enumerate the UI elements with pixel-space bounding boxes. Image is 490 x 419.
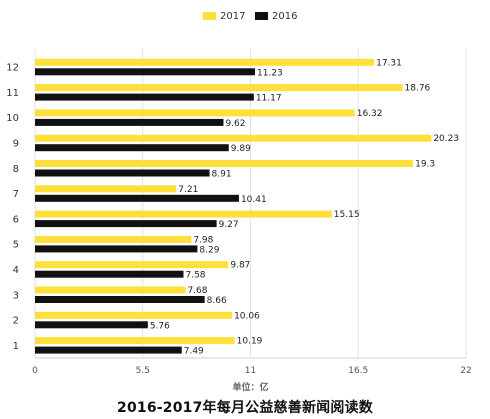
bar-2017-month-4 xyxy=(35,261,229,269)
y-category-label-3: 3 xyxy=(13,290,19,301)
chart-caption: 2016-2017年每月公益慈善新闻阅读数 xyxy=(117,400,373,416)
bar-2017-month-3 xyxy=(35,286,186,294)
data-label-2017-month-7: 7.21 xyxy=(178,185,198,195)
bar-2017-month-8 xyxy=(35,160,414,167)
bar-2016-month-9 xyxy=(35,144,229,152)
y-category-label-5: 5 xyxy=(13,240,19,251)
legend-label-2016: 2016 xyxy=(272,11,297,22)
data-label-2017-month-2: 10.06 xyxy=(234,311,260,321)
bar-2016-month-4 xyxy=(35,270,184,278)
bar-2016-month-12 xyxy=(35,68,256,76)
data-label-2016-month-10: 9.62 xyxy=(225,119,245,129)
data-label-2017-month-4: 9.87 xyxy=(230,261,250,271)
y-category-label-10: 10 xyxy=(6,113,19,124)
bar-2016-month-8 xyxy=(35,169,210,177)
chart-container: 0 5.5 11 16.5 22 单位：亿 1 10.19 7.49 2 10.06 5.76 3 7.6… xyxy=(6,11,472,393)
bar-2017-month-5 xyxy=(35,235,192,243)
y-category-label-4: 4 xyxy=(13,265,19,276)
bar-2017-month-10 xyxy=(35,109,355,117)
bar-2016-month-3 xyxy=(35,296,205,303)
bar-2016-month-10 xyxy=(35,118,224,126)
data-label-2016-month-4: 7.58 xyxy=(185,271,205,281)
y-category-label-6: 6 xyxy=(13,214,19,225)
x-axis-title: 单位：亿 xyxy=(232,381,268,393)
data-label-2016-month-1: 7.49 xyxy=(184,347,204,357)
x-tick-label-1: 5.5 xyxy=(136,366,150,376)
x-tick-label-3: 16.5 xyxy=(348,366,368,376)
data-label-2017-month-6: 15.15 xyxy=(334,210,360,220)
legend-label-2017: 2017 xyxy=(220,11,245,22)
y-category-label-11: 11 xyxy=(6,88,19,99)
data-label-2016-month-3: 8.66 xyxy=(207,296,227,306)
bar-2016-month-7 xyxy=(35,194,239,202)
y-category-label-1: 1 xyxy=(13,341,19,352)
data-label-2016-month-8: 8.91 xyxy=(212,170,232,180)
bar-2016-month-5 xyxy=(35,245,198,253)
bar-2017-month-9 xyxy=(35,134,432,142)
x-tick-label-0: 0 xyxy=(32,366,38,376)
data-label-2017-month-5: 7.98 xyxy=(193,235,213,245)
data-label-2016-month-11: 11.17 xyxy=(256,94,282,104)
bar-2016-month-6 xyxy=(35,220,217,228)
legend-swatch-2016 xyxy=(255,12,268,20)
data-label-2017-month-12: 17.31 xyxy=(376,58,402,68)
bar-2016-month-1 xyxy=(35,346,182,354)
x-tick-label-4: 22 xyxy=(460,366,471,376)
legend-swatch-2017 xyxy=(203,12,216,20)
y-category-label-2: 2 xyxy=(13,316,19,327)
y-category-label-9: 9 xyxy=(13,138,19,149)
data-label-2017-month-9: 20.23 xyxy=(433,134,459,144)
bar-2017-month-12 xyxy=(35,58,375,66)
y-category-label-7: 7 xyxy=(13,189,19,200)
data-label-2017-month-1: 10.19 xyxy=(237,337,263,347)
bar-2017-month-1 xyxy=(35,337,235,345)
bar-2017-month-7 xyxy=(35,185,177,193)
bar-2017-month-6 xyxy=(35,210,332,218)
data-label-2016-month-12: 11.23 xyxy=(257,68,283,78)
data-label-2016-month-9: 9.89 xyxy=(231,144,251,154)
bar-2016-month-2 xyxy=(35,321,148,329)
data-label-2016-month-5: 8.29 xyxy=(199,245,219,255)
data-label-2017-month-8: 19.3 xyxy=(415,160,435,170)
bar-chart: 0 5.5 11 16.5 22 单位：亿 1 10.19 7.49 2 10.06 5.76 3 7.6… xyxy=(6,11,471,393)
bar-2017-month-2 xyxy=(35,311,233,319)
bar-2016-month-11 xyxy=(35,93,254,101)
data-label-2017-month-3: 7.68 xyxy=(187,286,207,296)
bar-2017-month-11 xyxy=(35,84,403,92)
data-label-2017-month-10: 16.32 xyxy=(357,109,383,119)
x-tick-label-2: 11 xyxy=(245,366,256,376)
data-label-2016-month-6: 9.27 xyxy=(219,220,239,230)
y-category-label-12: 12 xyxy=(6,63,19,74)
data-label-2016-month-2: 5.76 xyxy=(150,321,170,331)
data-label-2016-month-7: 10.41 xyxy=(241,195,267,205)
data-label-2017-month-11: 18.76 xyxy=(405,84,431,94)
y-category-label-8: 8 xyxy=(13,164,19,175)
